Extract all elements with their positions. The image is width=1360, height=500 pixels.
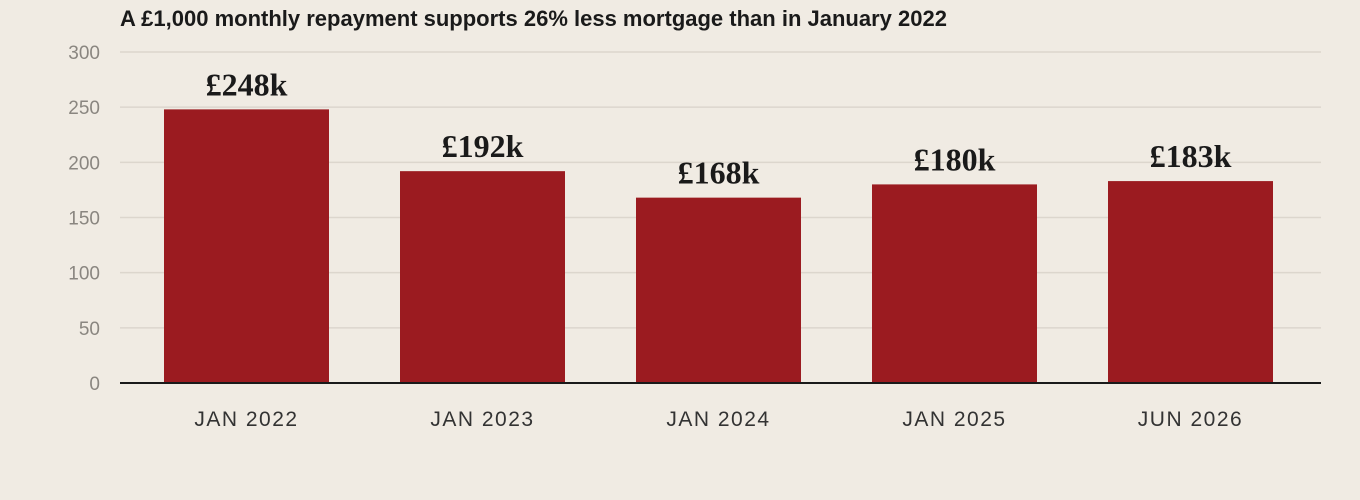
bar — [872, 184, 1037, 383]
x-tick-label: JAN 2022 — [194, 408, 298, 431]
x-tick-label: JAN 2023 — [430, 408, 534, 431]
data-label: £168k — [678, 155, 760, 191]
bar — [1108, 181, 1273, 383]
data-label: £183k — [1150, 138, 1232, 174]
x-tick-label: JUN 2026 — [1138, 408, 1243, 431]
y-tick-label: 100 — [68, 264, 100, 285]
y-tick-label: 300 — [68, 43, 100, 64]
chart-title: A £1,000 monthly repayment supports 26% … — [120, 6, 947, 31]
y-tick-label: 0 — [89, 374, 100, 395]
bar — [636, 197, 801, 383]
x-tick-label: JAN 2024 — [666, 408, 770, 431]
data-label: £248k — [206, 66, 288, 102]
data-label: £180k — [914, 141, 996, 177]
bar — [400, 171, 565, 383]
y-tick-label: 200 — [68, 153, 100, 174]
bar — [164, 109, 329, 383]
y-tick-label: 50 — [79, 319, 100, 340]
y-tick-label: 250 — [68, 98, 100, 119]
data-label: £192k — [442, 128, 524, 164]
y-tick-label: 150 — [68, 209, 100, 230]
x-tick-label: JAN 2025 — [902, 408, 1006, 431]
